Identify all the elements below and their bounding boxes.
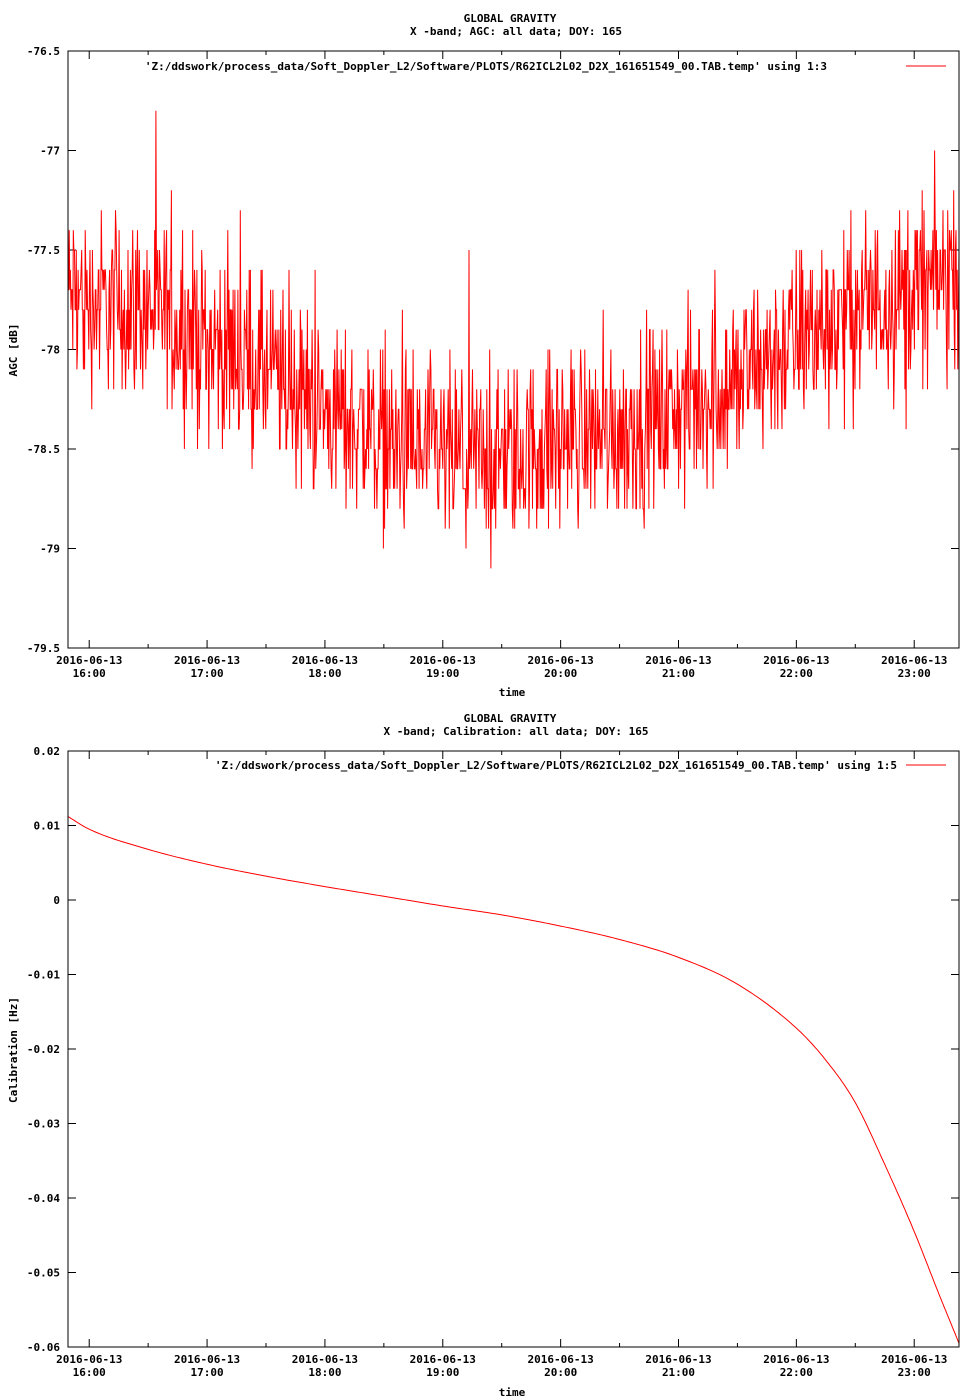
- agc-x-tick-time: 23:00: [898, 667, 931, 680]
- agc-y-tick-label: -77.5: [27, 244, 60, 257]
- agc-y-tick-label: -78: [40, 344, 60, 357]
- calibration-legend-label: 'Z:/ddswork/process_data/Soft_Doppler_L2…: [215, 759, 897, 772]
- agc-y-tick-label: -76.5: [27, 45, 60, 58]
- agc-legend-label: 'Z:/ddswork/process_data/Soft_Doppler_L2…: [145, 60, 827, 73]
- agc-x-tick-date: 2016-06-13: [881, 654, 947, 667]
- calibration-y-tick-label: -0.06: [27, 1341, 60, 1354]
- calibration-y-tick-label: -0.05: [27, 1267, 60, 1280]
- calibration-x-tick-time: 20:00: [544, 1366, 577, 1379]
- agc-x-tick-date: 2016-06-13: [410, 654, 476, 667]
- calibration-x-tick-time: 21:00: [662, 1366, 695, 1379]
- calibration-x-tick-time: 17:00: [191, 1366, 224, 1379]
- agc-x-tick-time: 16:00: [73, 667, 106, 680]
- calibration-y-tick-label: 0: [53, 894, 60, 907]
- agc-x-tick-date: 2016-06-13: [528, 654, 594, 667]
- calibration-x-tick-time: 19:00: [426, 1366, 459, 1379]
- agc-x-tick-time: 19:00: [426, 667, 459, 680]
- calibration-y-axis-label: Calibration [Hz]: [7, 997, 20, 1103]
- agc-chart: GLOBAL GRAVITY X -band; AGC: all data; D…: [7, 12, 960, 699]
- agc-chart-subtitle: X -band; AGC: all data; DOY: 165: [410, 25, 622, 38]
- agc-x-tick-date: 2016-06-13: [174, 654, 240, 667]
- agc-y-axis-label: AGC [dB]: [7, 324, 20, 377]
- calibration-chart: GLOBAL GRAVITY X -band; Calibration: all…: [7, 712, 960, 1399]
- calibration-x-tick-date: 2016-06-13: [292, 1353, 358, 1366]
- agc-series-line: [68, 110, 960, 569]
- agc-x-tick-date: 2016-06-13: [56, 654, 122, 667]
- calibration-x-tick-date: 2016-06-13: [410, 1353, 476, 1366]
- calibration-x-tick-time: 16:00: [73, 1366, 106, 1379]
- agc-plot-frame: [67, 50, 960, 649]
- agc-y-tick-label: -79.5: [27, 642, 60, 655]
- calibration-y-tick-label: 0.02: [34, 745, 61, 758]
- agc-x-axis-label: time: [499, 686, 526, 699]
- agc-y-tick-label: -77: [40, 145, 60, 158]
- agc-y-tick-label: -78.5: [27, 443, 60, 456]
- calibration-x-axis-label: time: [499, 1386, 526, 1399]
- calibration-y-tick-label: -0.03: [27, 1118, 60, 1131]
- calibration-chart-title: GLOBAL GRAVITY: [464, 712, 557, 725]
- agc-x-tick-date: 2016-06-13: [645, 654, 711, 667]
- calibration-series-line: [67, 816, 960, 1344]
- agc-x-tick-time: 20:00: [544, 667, 577, 680]
- calibration-x-tick-date: 2016-06-13: [56, 1353, 122, 1366]
- calibration-x-tick-time: 22:00: [780, 1366, 813, 1379]
- calibration-x-tick-date: 2016-06-13: [528, 1353, 594, 1366]
- calibration-plot-frame: [67, 750, 960, 1348]
- calibration-y-tick-label: -0.02: [27, 1043, 60, 1056]
- calibration-y-tick-label: -0.04: [27, 1192, 60, 1205]
- agc-chart-title: GLOBAL GRAVITY: [464, 12, 557, 25]
- agc-x-tick-time: 17:00: [191, 667, 224, 680]
- calibration-chart-subtitle: X -band; Calibration: all data; DOY: 165: [384, 725, 649, 738]
- calibration-x-tick-date: 2016-06-13: [763, 1353, 829, 1366]
- calibration-y-tick-label: -0.01: [27, 969, 60, 982]
- agc-x-tick-time: 18:00: [308, 667, 341, 680]
- agc-y-tick-label: -79: [40, 543, 60, 556]
- calibration-x-tick-time: 23:00: [898, 1366, 931, 1379]
- agc-x-tick-time: 21:00: [662, 667, 695, 680]
- calibration-x-tick-time: 18:00: [308, 1366, 341, 1379]
- agc-x-tick-date: 2016-06-13: [292, 654, 358, 667]
- calibration-x-tick-date: 2016-06-13: [174, 1353, 240, 1366]
- agc-x-tick-date: 2016-06-13: [763, 654, 829, 667]
- calibration-x-tick-date: 2016-06-13: [881, 1353, 947, 1366]
- calibration-y-tick-label: 0.01: [34, 820, 61, 833]
- agc-x-tick-time: 22:00: [780, 667, 813, 680]
- calibration-x-tick-date: 2016-06-13: [645, 1353, 711, 1366]
